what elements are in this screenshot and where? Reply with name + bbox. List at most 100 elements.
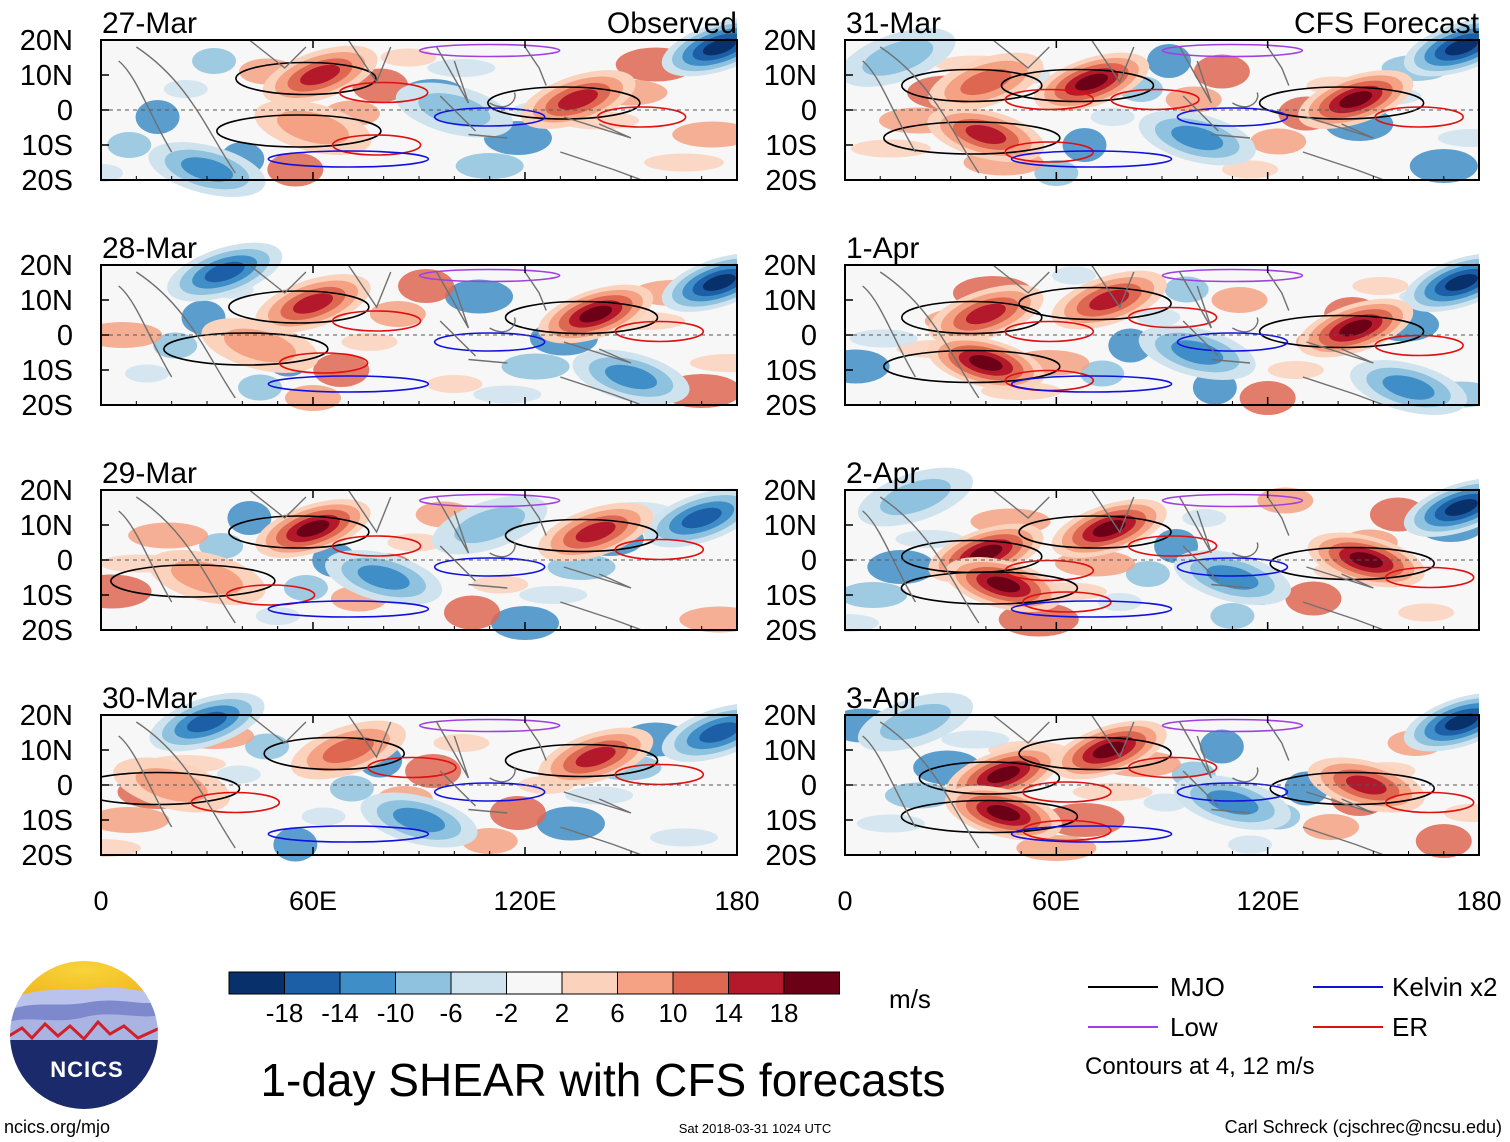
x-tick-label: 180 bbox=[1456, 886, 1501, 916]
field-patch bbox=[565, 786, 634, 805]
er-contour bbox=[596, 106, 687, 128]
kelvin-contour bbox=[433, 332, 546, 352]
field-patch bbox=[1352, 277, 1409, 295]
y-tick-label: 20S bbox=[21, 615, 73, 647]
field-patch bbox=[650, 828, 718, 847]
low-contour bbox=[1161, 718, 1304, 733]
er-contour bbox=[190, 791, 281, 814]
panel-date: 29-Mar bbox=[102, 457, 197, 490]
field-patch bbox=[1136, 308, 1181, 327]
x-axis-left: 0 60E 120E 180 bbox=[93, 886, 759, 916]
field-patch bbox=[679, 606, 737, 633]
y-tick-label: 10S bbox=[21, 580, 73, 612]
x-tick-label: 0 bbox=[93, 886, 108, 916]
shear-maximum bbox=[557, 89, 599, 110]
shear-minimum bbox=[1444, 38, 1478, 56]
field-patch bbox=[472, 575, 529, 594]
colorbar-label: -10 bbox=[377, 998, 415, 1028]
y-tick-label: 0 bbox=[57, 95, 73, 127]
credit: Carl Schreck (cjschrec@ncsu.edu) bbox=[1225, 1117, 1502, 1137]
field-patch bbox=[283, 575, 328, 601]
y-tick-label: 10S bbox=[21, 805, 73, 837]
shear-minimum bbox=[699, 722, 737, 743]
mjo-contour bbox=[918, 761, 1061, 795]
field-patch bbox=[1211, 287, 1268, 313]
field-patch bbox=[380, 48, 437, 67]
mjo-contour bbox=[228, 290, 370, 324]
y-tick-label: 10S bbox=[765, 130, 817, 162]
field-patch bbox=[192, 48, 237, 74]
y-tick-label: 0 bbox=[801, 320, 817, 352]
field-patch bbox=[1182, 509, 1227, 527]
field-patch bbox=[313, 353, 370, 387]
field-patch bbox=[867, 550, 936, 584]
field-patch bbox=[1222, 160, 1279, 179]
shear-maximum bbox=[1339, 91, 1373, 108]
field-patch bbox=[845, 582, 908, 608]
mjo-contour bbox=[228, 515, 370, 549]
coastline bbox=[862, 60, 917, 153]
field-patch bbox=[644, 153, 724, 172]
field-patch bbox=[1199, 729, 1244, 764]
field-patch bbox=[1409, 149, 1478, 183]
shear-minimum bbox=[204, 261, 245, 283]
field-patch bbox=[1398, 603, 1455, 622]
er-contour bbox=[614, 538, 705, 561]
shear-minimum bbox=[1171, 125, 1224, 151]
coastline bbox=[135, 489, 642, 631]
shear-minimum bbox=[1444, 274, 1478, 291]
field-patch bbox=[689, 354, 737, 372]
field-patch bbox=[1062, 128, 1107, 162]
coastline bbox=[118, 510, 173, 603]
colorbar-label: 6 bbox=[610, 998, 624, 1028]
field-patch bbox=[227, 501, 272, 535]
mjo-contour bbox=[900, 68, 1043, 103]
kelvin-contour bbox=[267, 150, 430, 168]
shear-minimum bbox=[186, 711, 228, 733]
coastline bbox=[879, 264, 1385, 406]
ncics-logo: NCICS bbox=[8, 959, 160, 1111]
field-patch bbox=[1125, 561, 1170, 587]
mjo-contour bbox=[882, 349, 1061, 384]
legend-label-er: ER bbox=[1392, 1012, 1428, 1042]
low-contour bbox=[1161, 43, 1304, 58]
kelvin-contour bbox=[267, 375, 430, 393]
contour-note: Contours at 4, 12 m/s bbox=[1085, 1053, 1314, 1080]
y-tick-label: 10S bbox=[21, 355, 73, 387]
coastline bbox=[879, 489, 1385, 631]
y-tick-label: 20N bbox=[20, 475, 73, 507]
field-patch bbox=[1072, 783, 1153, 801]
kelvin-contour bbox=[433, 107, 546, 127]
shear-maximum bbox=[300, 64, 341, 86]
kelvin-contour bbox=[1010, 375, 1173, 393]
field-patch bbox=[398, 269, 455, 303]
colorbar-cell bbox=[339, 971, 396, 995]
y-tick-label: 20N bbox=[764, 25, 817, 57]
y-tick-label: 20S bbox=[765, 165, 817, 197]
shear-maximum bbox=[965, 303, 1006, 325]
field-patch bbox=[1415, 824, 1472, 858]
y-tick-label: 20S bbox=[765, 615, 817, 647]
field-patch bbox=[216, 765, 261, 784]
field-patch bbox=[845, 614, 879, 632]
field-patch bbox=[433, 734, 490, 752]
y-tick-label: 10S bbox=[21, 130, 73, 162]
colorbar: -18 -14 -10 -6 -2 2 6 10 14 18 bbox=[228, 971, 840, 1028]
er-contour bbox=[338, 81, 429, 104]
x-tick-label: 0 bbox=[837, 886, 852, 916]
field-patch bbox=[273, 827, 318, 862]
field-patch bbox=[329, 775, 374, 802]
y-tick-label: 0 bbox=[57, 320, 73, 352]
low-contour bbox=[418, 268, 561, 283]
field-patch bbox=[101, 807, 170, 833]
shear-minimum bbox=[1444, 499, 1478, 516]
y-tick-label: 0 bbox=[801, 95, 817, 127]
field-patch bbox=[301, 807, 346, 826]
field-patch bbox=[1267, 361, 1324, 379]
field-patch bbox=[895, 530, 964, 548]
colorbar-cell bbox=[395, 971, 452, 995]
field-patch bbox=[427, 59, 496, 77]
